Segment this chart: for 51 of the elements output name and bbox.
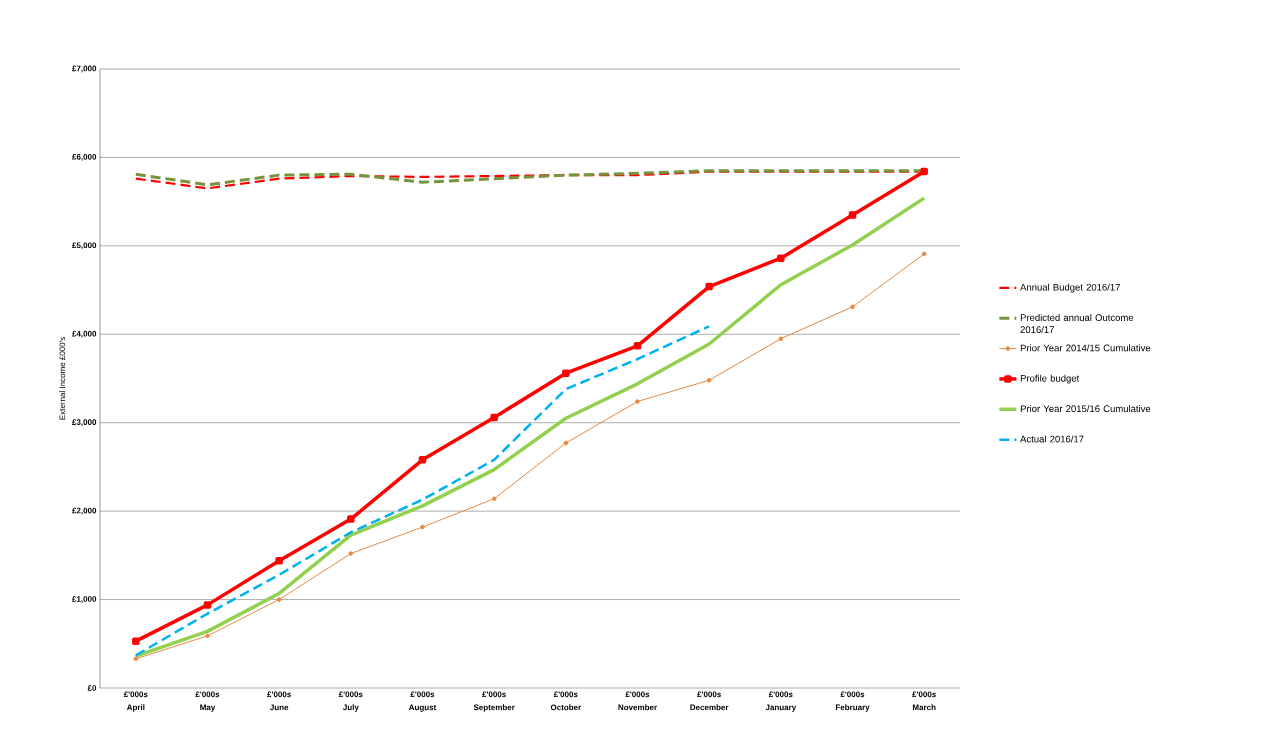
y-tick-label: £6,000 — [72, 154, 97, 161]
x-tick-label: £'000s July — [338, 691, 363, 712]
point — [848, 211, 857, 219]
point — [348, 551, 354, 556]
legend-label: Prior Year 2014/15 Cumulative — [1020, 344, 1151, 352]
point — [133, 656, 139, 662]
legend-label: Annual Budget 2016/17 — [1020, 283, 1120, 293]
point — [276, 597, 282, 602]
point — [705, 282, 713, 291]
x-tick-label: £'000s December — [690, 691, 729, 711]
point — [635, 399, 640, 404]
point — [418, 456, 427, 464]
y-tick-label: £4,000 — [72, 330, 97, 338]
legend-label: Prior Year 2015/16 Cumulative — [1020, 405, 1151, 413]
point — [921, 251, 927, 257]
y-axis-title: External Income £000's — [59, 337, 66, 420]
point — [633, 342, 642, 350]
point — [203, 601, 212, 609]
legend-label: Predicted annual Outcome 2016/17 — [1020, 314, 1134, 333]
point — [420, 524, 425, 530]
point — [490, 413, 498, 422]
y-tick-label: £1,000 — [72, 596, 97, 603]
x-tick-label: £'000s January — [765, 691, 797, 712]
point — [205, 633, 210, 639]
x-tick-label: £'000s May — [195, 691, 220, 712]
point — [850, 304, 855, 310]
point — [920, 167, 928, 176]
point — [491, 496, 497, 502]
y-tick-label: £0 — [87, 685, 97, 691]
x-tick-label: £'000s June — [267, 691, 291, 711]
x-tick-label: £'000s October — [550, 691, 582, 711]
x-tick-label: £'000s April — [123, 691, 148, 712]
legend-label: Profile budget — [1020, 374, 1080, 384]
point — [562, 369, 570, 377]
point — [706, 377, 712, 383]
y-tick-label: £3,000 — [72, 419, 97, 427]
x-tick-label: £'000s March — [912, 691, 936, 711]
y-tick-label: £2,000 — [72, 507, 97, 515]
y-tick-label: £5,000 — [72, 242, 97, 250]
point — [132, 637, 140, 645]
point — [275, 556, 283, 565]
point — [347, 515, 355, 523]
point — [777, 254, 785, 262]
x-tick-label: £'000s November — [618, 691, 657, 711]
point — [563, 440, 569, 446]
point — [778, 336, 784, 342]
x-tick-label: £'000s February — [835, 691, 870, 712]
x-tick-label: £'000s August — [408, 691, 437, 712]
y-tick-label: £7,000 — [72, 65, 97, 73]
x-tick-label: £'000s September — [473, 691, 515, 712]
legend-label: Actual 2016/17 — [1020, 435, 1084, 443]
